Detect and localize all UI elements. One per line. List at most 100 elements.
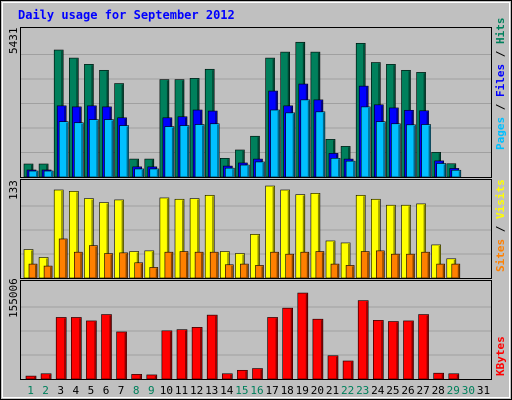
x-tick-label: 5 xyxy=(88,384,95,397)
kbytes-bar xyxy=(418,314,429,380)
x-tick-label: 8 xyxy=(133,384,140,397)
pages-bar xyxy=(270,109,280,178)
kbytes-bar xyxy=(237,369,248,380)
x-tick-label: 11 xyxy=(175,384,188,397)
pages-bar xyxy=(375,121,386,178)
sites-bar xyxy=(270,251,279,279)
kbytes-bar xyxy=(55,317,67,380)
visits-bar xyxy=(53,189,64,279)
panel3-ymax-label: 155006 xyxy=(7,278,20,318)
x-axis-labels: 1 2 3 4 5 6 7 8 9 10 11 12 13 14 15 16 17 18 19 20 21 22 23 24 2… xyxy=(27,384,490,397)
kbytes-bar xyxy=(86,320,97,380)
pages-bar xyxy=(89,119,99,178)
visits-bar xyxy=(280,189,291,279)
x-tick-label: 15 xyxy=(235,384,248,397)
pages-bar xyxy=(391,123,401,178)
sites-bar xyxy=(194,251,204,279)
svg-text:Pages / Files / Hits: Pages / Files / Hits xyxy=(494,18,507,151)
kbytes-bar xyxy=(101,314,112,380)
pages-bar xyxy=(225,167,235,178)
x-tick-label: 19 xyxy=(296,384,309,397)
kbytes-bar xyxy=(146,374,158,380)
pages-bar xyxy=(255,161,265,178)
visits-bar xyxy=(69,191,79,279)
pages-bar xyxy=(451,169,462,178)
visits-bar xyxy=(159,197,170,279)
visits-bar xyxy=(265,185,275,279)
kbytes-bar xyxy=(116,331,127,380)
svg-text:Sites / Visits: Sites / Visits xyxy=(494,179,507,272)
sites-bar xyxy=(28,263,38,279)
kbytes-bar xyxy=(342,360,354,380)
x-tick-label: 9 xyxy=(148,384,155,397)
kbytes-bar xyxy=(222,373,233,380)
x-tick-label: 26 xyxy=(401,384,414,397)
pages-bar xyxy=(149,168,160,178)
legend-sites: Sites xyxy=(494,239,507,272)
sites-bar xyxy=(330,263,340,279)
pages-bar xyxy=(315,111,326,178)
x-tick-label: 2 xyxy=(42,384,49,397)
sites-bar xyxy=(89,245,98,279)
kbytes-bar xyxy=(327,355,339,380)
pages-bar xyxy=(119,125,129,178)
legend-files: Files xyxy=(494,64,507,97)
legend-panel3: KBytes xyxy=(494,336,507,376)
legend-pages: Pages xyxy=(494,117,507,150)
kbytes-bar xyxy=(297,292,309,380)
kbytes-bar xyxy=(433,372,445,380)
pages-bar xyxy=(240,164,250,178)
visits-bar xyxy=(340,242,351,279)
sites-bar xyxy=(119,252,128,279)
x-tick-label: 29 xyxy=(447,384,460,397)
legend-panel2: Sites / Visits xyxy=(494,179,507,272)
pages-bar xyxy=(406,124,416,178)
x-tick-label: 21 xyxy=(326,384,339,397)
sites-bar xyxy=(300,251,310,279)
sites-bar xyxy=(406,253,415,279)
pages-bar xyxy=(104,119,114,178)
visits-bar xyxy=(84,198,94,279)
sites-bar xyxy=(149,267,159,279)
legend-visits: Visits xyxy=(494,179,507,219)
legend-kbytes: KBytes xyxy=(494,336,507,376)
x-tick-label: 24 xyxy=(371,384,385,397)
kbytes-bar xyxy=(40,373,52,380)
bars xyxy=(23,41,462,380)
sites-bar xyxy=(391,253,400,279)
sites-bar xyxy=(225,264,234,279)
visits-bar xyxy=(431,244,442,279)
visits-bar xyxy=(325,240,336,279)
visits-bar xyxy=(355,194,366,279)
kbytes-bar xyxy=(176,329,188,380)
visits-bar xyxy=(416,203,426,279)
x-tick-label: 30 xyxy=(462,384,475,397)
pages-bar xyxy=(134,168,144,178)
pages-bar xyxy=(58,121,69,178)
sites-bar xyxy=(240,263,249,279)
sites-bar xyxy=(345,265,355,279)
visits-bar xyxy=(401,204,411,279)
pages-bar xyxy=(28,170,39,178)
sites-bar xyxy=(285,253,295,279)
pages-bar xyxy=(209,123,220,178)
sites-bar xyxy=(436,263,446,279)
x-tick-label: 27 xyxy=(416,384,429,397)
x-tick-label: 18 xyxy=(281,384,294,397)
pages-bar xyxy=(436,163,447,178)
visits-bar xyxy=(386,204,396,279)
x-tick-label: 10 xyxy=(160,384,173,397)
visits-bar xyxy=(99,202,109,279)
x-tick-label: 1 xyxy=(27,384,34,397)
kbytes-bar xyxy=(206,314,218,380)
x-tick-label: 17 xyxy=(265,384,278,397)
visits-bar xyxy=(370,198,381,279)
x-tick-label: 4 xyxy=(72,384,79,397)
kbytes-bar xyxy=(267,317,278,380)
legend-sep-1: / xyxy=(494,97,507,117)
kbytes-bar xyxy=(282,307,294,380)
pages-bar xyxy=(330,158,341,178)
kbytes-bar xyxy=(25,375,37,380)
pages-bar xyxy=(300,99,311,178)
x-tick-label: 16 xyxy=(250,384,263,397)
